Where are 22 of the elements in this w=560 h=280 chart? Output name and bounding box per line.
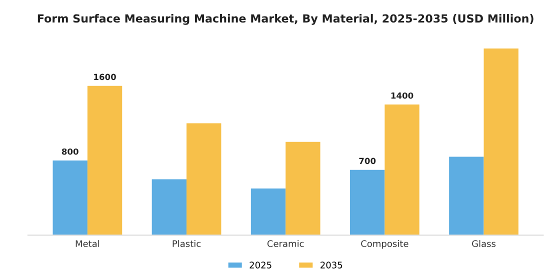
data-label: 1600 bbox=[94, 74, 116, 80]
x-tick-label: Metal bbox=[76, 240, 100, 248]
x-tick-label: Glass bbox=[472, 240, 496, 248]
x-tick-label: Ceramic bbox=[267, 240, 304, 248]
bar bbox=[449, 156, 484, 236]
x-tick-label: Plastic bbox=[172, 240, 201, 248]
bar bbox=[350, 170, 385, 236]
data-label: 700 bbox=[359, 158, 376, 164]
legend-label: 2025 bbox=[250, 262, 272, 268]
legend-label: 2035 bbox=[320, 262, 342, 268]
chart-title: Form Surface Measuring Machine Market, By Material, 2025-2035 (USD Million) bbox=[38, 14, 534, 25]
x-tick-label: Composite bbox=[361, 240, 408, 249]
data-label: 800 bbox=[62, 148, 78, 155]
bar bbox=[152, 179, 187, 236]
bar bbox=[384, 104, 420, 236]
bar bbox=[186, 123, 222, 236]
bar bbox=[52, 160, 88, 236]
bar bbox=[250, 188, 286, 236]
bar bbox=[87, 86, 122, 236]
bar bbox=[484, 48, 518, 236]
data-label: 1400 bbox=[391, 92, 414, 99]
bar bbox=[286, 142, 320, 236]
